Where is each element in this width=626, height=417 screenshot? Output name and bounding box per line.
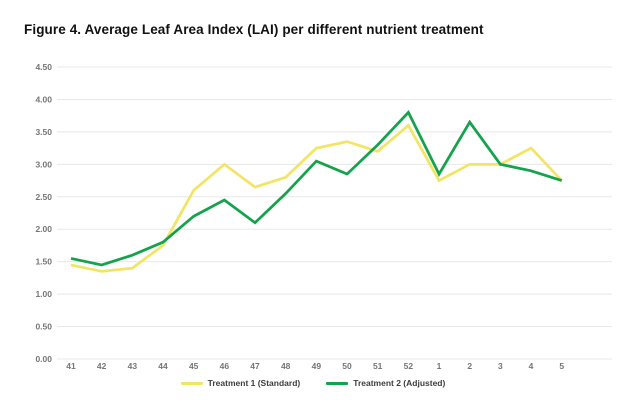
treatment-1-line-swatch (180, 381, 203, 385)
x-tick-label: 49 (312, 361, 322, 371)
legend-label-treatment-1: Treatment 1 (Standard) (207, 378, 301, 388)
x-tick-label: 2 (467, 361, 472, 371)
legend-label-treatment-2: Treatment 2 (Adjusted) (353, 378, 446, 388)
y-tick-label: 1.50 (35, 257, 52, 267)
series-line-1 (70, 123, 563, 273)
x-tick-label: 43 (128, 361, 138, 371)
x-tick-label: 52 (404, 361, 414, 371)
x-tick-label: 47 (250, 361, 260, 371)
y-tick-label: 2.00 (35, 224, 52, 234)
y-tick-label: 1.00 (35, 289, 52, 299)
x-tick-label: 4 (529, 361, 534, 371)
y-tick-label: 2.50 (35, 192, 52, 202)
x-tick-label: 42 (97, 361, 107, 371)
x-tick-label: 41 (66, 361, 76, 371)
treatment-2-line-swatch (326, 381, 349, 385)
legend-item-treatment-1: Treatment 1 (Standard) (180, 378, 301, 388)
x-tick-label: 44 (158, 361, 168, 371)
x-tick-label: 45 (189, 361, 199, 371)
x-tick-label: 1 (437, 361, 442, 371)
series-line-2 (70, 110, 563, 267)
y-tick-label: 4.50 (35, 62, 52, 72)
x-tick-label: 5 (559, 361, 564, 371)
chart-title: Figure 4. Average Leaf Area Index (LAI) … (24, 22, 484, 37)
x-tick-label: 3 (498, 361, 503, 371)
legend-item-treatment-2: Treatment 2 (Adjusted) (326, 378, 445, 388)
y-tick-label: 4.00 (35, 94, 52, 104)
x-tick-label: 48 (281, 361, 291, 371)
x-tick-label: 50 (342, 361, 352, 371)
y-tick-label: 3.00 (35, 159, 52, 169)
y-tick-label: 0.00 (35, 354, 52, 364)
chart-legend: Treatment 1 (Standard) Treatment 2 (Adju… (0, 376, 626, 390)
y-tick-label: 3.50 (35, 127, 52, 137)
y-tick-label: 0.50 (35, 322, 52, 332)
x-tick-label: 51 (373, 361, 383, 371)
x-tick-label: 46 (220, 361, 230, 371)
